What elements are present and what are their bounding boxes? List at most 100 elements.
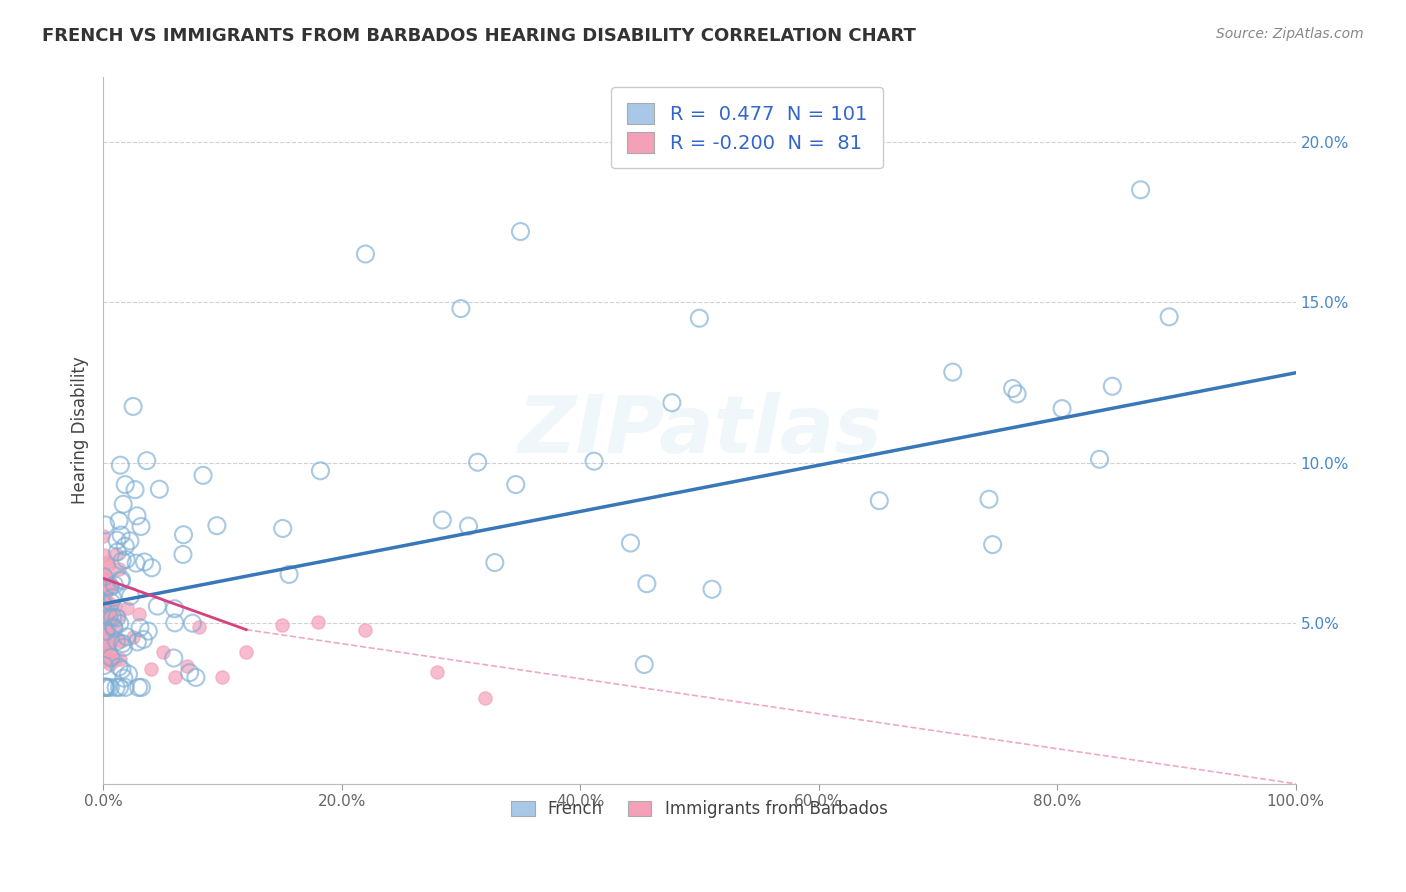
Point xyxy=(93,583,115,598)
Point xyxy=(105,611,128,625)
Point xyxy=(103,622,125,636)
Point xyxy=(97,579,120,593)
Point xyxy=(110,458,132,473)
Point xyxy=(700,582,723,597)
Point xyxy=(91,597,114,611)
Point xyxy=(94,681,117,695)
Point xyxy=(111,554,134,568)
Point xyxy=(94,680,117,694)
Point xyxy=(100,595,122,609)
Point xyxy=(1001,382,1024,396)
Point xyxy=(94,603,117,617)
Point xyxy=(484,556,506,570)
Point xyxy=(108,616,131,631)
Point xyxy=(97,653,120,667)
Point xyxy=(94,624,117,639)
Point xyxy=(115,552,138,566)
Point xyxy=(474,690,496,705)
Point xyxy=(93,658,115,673)
Point xyxy=(93,618,115,632)
Point xyxy=(110,573,132,587)
Point xyxy=(110,528,132,542)
Point xyxy=(103,578,125,592)
Point xyxy=(129,621,152,635)
Point xyxy=(1050,401,1073,416)
Point xyxy=(94,568,117,582)
Point xyxy=(96,603,118,617)
Point xyxy=(104,547,127,561)
Point xyxy=(110,574,132,588)
Point xyxy=(93,605,115,619)
Point xyxy=(128,607,150,621)
Y-axis label: Hearing Disability: Hearing Disability xyxy=(72,357,89,505)
Point xyxy=(139,662,162,676)
Point xyxy=(98,599,121,613)
Point xyxy=(93,570,115,584)
Point xyxy=(136,624,159,639)
Point xyxy=(94,640,117,655)
Point xyxy=(307,615,329,629)
Point xyxy=(93,592,115,607)
Point xyxy=(94,591,117,606)
Point xyxy=(467,455,489,469)
Point xyxy=(97,599,120,614)
Point xyxy=(163,615,186,630)
Point xyxy=(105,634,128,648)
Point xyxy=(636,576,658,591)
Point xyxy=(114,539,136,553)
Point xyxy=(97,580,120,594)
Point xyxy=(176,659,198,673)
Point xyxy=(309,464,332,478)
Point xyxy=(583,454,606,468)
Point xyxy=(93,548,115,562)
Point xyxy=(101,620,124,634)
Point xyxy=(100,602,122,616)
Point xyxy=(450,301,472,316)
Point xyxy=(1159,310,1181,324)
Point xyxy=(619,536,641,550)
Point xyxy=(114,477,136,491)
Point xyxy=(93,598,115,612)
Point xyxy=(1005,387,1028,401)
Point xyxy=(1101,379,1123,393)
Point xyxy=(98,638,121,652)
Point xyxy=(91,595,114,609)
Point xyxy=(661,395,683,409)
Point xyxy=(97,650,120,665)
Point xyxy=(93,628,115,642)
Point xyxy=(94,517,117,532)
Point xyxy=(205,518,228,533)
Point xyxy=(125,556,148,570)
Point xyxy=(187,620,209,634)
Point xyxy=(128,681,150,695)
Text: Source: ZipAtlas.com: Source: ZipAtlas.com xyxy=(1216,27,1364,41)
Point xyxy=(115,601,138,615)
Text: FRENCH VS IMMIGRANTS FROM BARBADOS HEARING DISABILITY CORRELATION CHART: FRENCH VS IMMIGRANTS FROM BARBADOS HEARI… xyxy=(42,27,917,45)
Point xyxy=(94,606,117,620)
Point xyxy=(141,561,163,575)
Point xyxy=(91,529,114,543)
Point xyxy=(93,579,115,593)
Point xyxy=(93,654,115,668)
Point xyxy=(96,636,118,650)
Point xyxy=(107,545,129,559)
Point xyxy=(191,468,214,483)
Point xyxy=(354,247,377,261)
Point xyxy=(111,663,134,677)
Point xyxy=(94,681,117,695)
Point xyxy=(108,681,131,695)
Point xyxy=(432,513,454,527)
Point xyxy=(112,497,135,511)
Point xyxy=(98,641,121,656)
Point xyxy=(1129,183,1152,197)
Point xyxy=(91,573,114,587)
Point xyxy=(96,620,118,634)
Point xyxy=(101,630,124,644)
Point xyxy=(633,657,655,672)
Point xyxy=(98,610,121,624)
Point xyxy=(93,567,115,582)
Point xyxy=(94,584,117,599)
Point xyxy=(93,583,115,598)
Point xyxy=(108,514,131,528)
Point xyxy=(122,630,145,644)
